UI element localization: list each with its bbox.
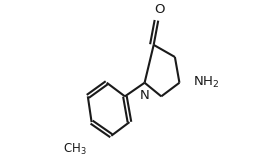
Text: O: O	[154, 3, 165, 16]
Text: N: N	[140, 89, 150, 102]
Text: CH$_3$: CH$_3$	[63, 142, 87, 157]
Text: NH$_2$: NH$_2$	[193, 75, 219, 90]
